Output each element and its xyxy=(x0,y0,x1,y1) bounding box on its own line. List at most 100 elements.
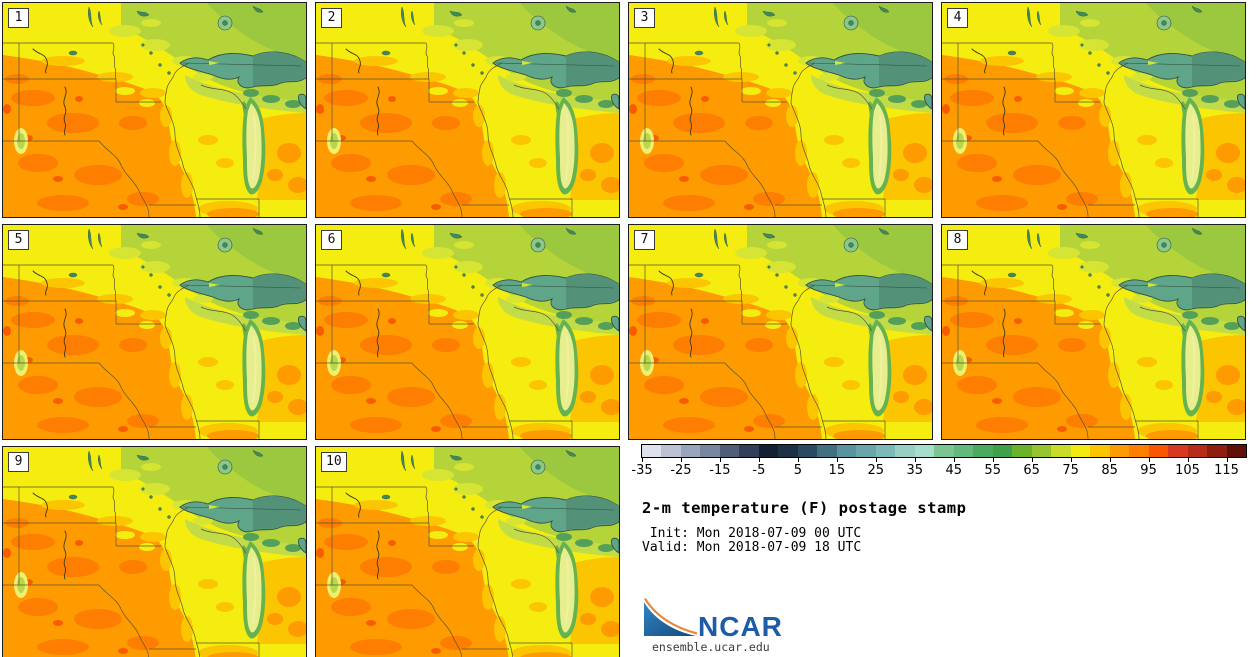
panel-number-label: 3 xyxy=(634,8,655,28)
colorbar-tick xyxy=(836,458,838,462)
colorbar-segment xyxy=(719,445,740,457)
colorbar-segment xyxy=(895,445,915,457)
colorbar-segment xyxy=(661,445,681,457)
panel-number-label: 2 xyxy=(321,8,342,28)
logo-white-arc xyxy=(643,600,697,636)
colorbar-tick xyxy=(642,458,643,462)
colorbar-tick xyxy=(1109,458,1111,462)
forecast-panel: 2 xyxy=(315,2,620,218)
colorbar-tick xyxy=(1070,458,1072,462)
colorbar-segment xyxy=(914,445,935,457)
panel-number-label: 1 xyxy=(8,8,29,28)
colorbar-tick xyxy=(875,458,877,462)
temperature-map xyxy=(316,447,619,657)
colorbar-tick-label: 55 xyxy=(984,463,1001,478)
colorbar-segment xyxy=(992,445,1013,457)
colorbar-tick xyxy=(758,458,760,462)
forecast-panel: 6 xyxy=(315,224,620,440)
colorbar-tick xyxy=(680,458,682,462)
temperature-map xyxy=(942,225,1245,439)
colorbar-tick-label: 5 xyxy=(793,463,802,478)
colorbar-segment xyxy=(642,445,662,457)
forecast-panel: 3 xyxy=(628,2,933,218)
colorbar-tick xyxy=(953,458,955,462)
colorbar-tick-label: 85 xyxy=(1101,463,1118,478)
colorbar-segment xyxy=(739,445,759,457)
forecast-panel: 10 xyxy=(315,446,620,657)
temperature-map xyxy=(3,3,306,217)
panel-number-label: 4 xyxy=(947,8,968,28)
panel-number-label: 8 xyxy=(947,230,968,250)
colorbar-tick xyxy=(797,458,799,462)
forecast-panel: 8 xyxy=(941,224,1246,440)
init-time: Init: Mon 2018-07-09 00 UTC xyxy=(642,526,862,541)
logo-site-url: ensemble.ucar.edu xyxy=(652,640,770,654)
temperature-map xyxy=(316,225,619,439)
forecast-panel: 1 xyxy=(2,2,307,218)
colorbar-segment xyxy=(1148,445,1169,457)
colorbar-tick-label: -35 xyxy=(631,463,653,478)
colorbar-segment xyxy=(1070,445,1091,457)
panel-number-label: 10 xyxy=(321,452,347,472)
colorbar-tick-label: 15 xyxy=(828,463,846,478)
colorbar-tick xyxy=(719,458,721,462)
temperature-map xyxy=(316,3,619,217)
colorbar-tick-label: -25 xyxy=(670,463,692,478)
colorbar-segment xyxy=(836,445,857,457)
colorbar-tick-label: 95 xyxy=(1140,463,1157,478)
colorbar-segment xyxy=(1129,445,1149,457)
colorbar-tick-label: 45 xyxy=(945,463,962,478)
colorbar-segment xyxy=(973,445,993,457)
colorbar-tick xyxy=(1031,458,1033,462)
colorbar-segment xyxy=(856,445,876,457)
colorbar-segment xyxy=(934,445,954,457)
temperature-map xyxy=(3,447,306,657)
ncar-logo: NCAR xyxy=(643,598,783,640)
colorbar-segment xyxy=(1226,445,1247,457)
colorbar-segment xyxy=(680,445,701,457)
colorbar-segment xyxy=(1109,445,1130,457)
temperature-colorbar: -35 -25 -15 -5 5 15 25 35 45 55 65 75 85 95 105 115 xyxy=(631,444,1247,484)
colorbar-tick-label: 35 xyxy=(906,463,924,478)
colorbar-tick-label: 115 xyxy=(1214,463,1239,478)
colorbar-tick xyxy=(914,458,916,462)
temperature-map xyxy=(629,3,932,217)
colorbar-tick-label: -5 xyxy=(752,463,766,478)
panel-number-label: 6 xyxy=(321,230,342,250)
colorbar-tick xyxy=(1148,458,1150,462)
colorbar-segment xyxy=(778,445,798,457)
colorbar-tick-label: 25 xyxy=(867,463,885,478)
panel-number-label: 9 xyxy=(8,452,29,472)
temperature-map xyxy=(942,3,1245,217)
colorbar-tick-label: 105 xyxy=(1175,463,1200,478)
forecast-panel: 9 xyxy=(2,446,307,657)
logo-orange-arc xyxy=(644,598,698,635)
colorbar-segment xyxy=(758,445,779,457)
colorbar-tick xyxy=(1187,458,1189,462)
colorbar-segment xyxy=(1031,445,1052,457)
colorbar-segment xyxy=(1207,445,1227,457)
colorbar-tick xyxy=(1226,458,1228,462)
colorbar-tick-label: 65 xyxy=(1023,463,1040,478)
forecast-panel: 7 xyxy=(628,224,933,440)
temperature-map xyxy=(3,225,306,439)
colorbar-segment xyxy=(875,445,896,457)
colorbar-segment xyxy=(1090,445,1110,457)
colorbar-segment xyxy=(1168,445,1188,457)
colorbar-segment xyxy=(1187,445,1208,457)
colorbar-segment xyxy=(953,445,974,457)
temperature-map xyxy=(629,225,932,439)
product-title: 2-m temperature (F) postage stamp xyxy=(642,499,967,517)
colorbar-tick xyxy=(992,458,994,462)
colorbar-segment xyxy=(1012,445,1032,457)
forecast-panel: 4 xyxy=(941,2,1246,218)
colorbar-tick-label: 75 xyxy=(1062,463,1079,478)
valid-time: Valid: Mon 2018-07-09 18 UTC xyxy=(642,540,862,555)
colorbar-segments xyxy=(641,444,1247,458)
colorbar-tick-label: -15 xyxy=(709,463,731,478)
ncar-wordmark: NCAR xyxy=(698,611,783,640)
colorbar-segment xyxy=(797,445,818,457)
colorbar-segment xyxy=(700,445,720,457)
forecast-panel: 5 xyxy=(2,224,307,440)
